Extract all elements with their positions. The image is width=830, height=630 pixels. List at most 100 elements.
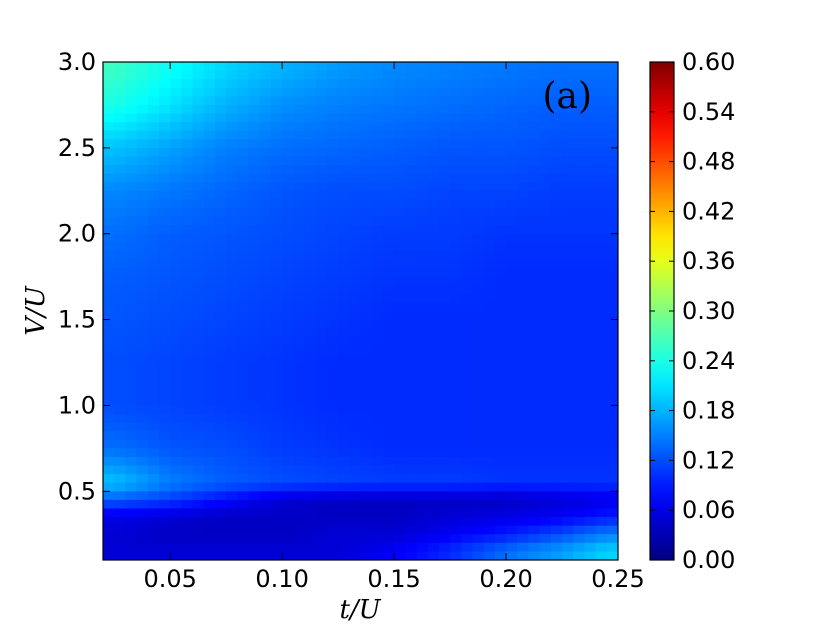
heatmap-cell bbox=[416, 259, 429, 269]
heatmap-cell bbox=[427, 165, 440, 175]
heatmap-cell bbox=[326, 551, 339, 560]
heatmap-cell bbox=[315, 130, 328, 140]
heatmap-cell bbox=[214, 474, 227, 484]
heatmap-cell bbox=[103, 405, 115, 415]
heatmap-cell bbox=[282, 525, 294, 535]
heatmap-cell bbox=[573, 70, 586, 80]
heatmap-cell bbox=[472, 517, 485, 527]
heatmap-cell bbox=[282, 104, 294, 115]
heatmap-cell bbox=[450, 250, 462, 261]
heatmap-cell bbox=[472, 268, 485, 278]
heatmap-cell bbox=[562, 87, 574, 97]
heatmap-cell bbox=[517, 130, 530, 140]
heatmap-cell bbox=[114, 250, 126, 261]
heatmap-cell bbox=[405, 388, 418, 398]
heatmap-cell bbox=[562, 302, 574, 312]
heatmap-cell bbox=[382, 508, 395, 518]
heatmap-cell bbox=[562, 79, 574, 89]
heatmap-cell bbox=[181, 551, 194, 560]
heatmap-cell bbox=[562, 353, 574, 364]
heatmap-cell bbox=[562, 517, 574, 527]
heatmap-cell bbox=[248, 122, 261, 132]
heatmap-cell bbox=[550, 79, 563, 89]
heatmap-cell bbox=[226, 104, 238, 115]
heatmap-cell bbox=[147, 379, 160, 389]
heatmap-cell bbox=[528, 328, 541, 338]
heatmap-cell bbox=[282, 139, 294, 149]
heatmap-cell bbox=[203, 190, 216, 200]
heatmap-cell bbox=[573, 242, 586, 252]
heatmap-cell bbox=[103, 491, 115, 501]
heatmap-cell bbox=[282, 474, 294, 484]
heatmap-cell bbox=[606, 465, 618, 475]
heatmap-cell bbox=[349, 328, 362, 338]
heatmap-cell bbox=[539, 328, 552, 338]
heatmap-cell bbox=[472, 388, 485, 398]
heatmap-cell bbox=[427, 336, 440, 346]
heatmap-cell bbox=[562, 534, 574, 544]
heatmap-cell bbox=[416, 96, 429, 106]
heatmap-cell bbox=[214, 302, 227, 312]
y-tick-label: 2.0 bbox=[58, 220, 96, 248]
heatmap-cell bbox=[450, 139, 462, 149]
heatmap-cell bbox=[550, 216, 563, 226]
colorbar-tick-label: 0.30 bbox=[682, 297, 735, 325]
heatmap-cell bbox=[304, 207, 317, 218]
heatmap-cell bbox=[506, 491, 518, 501]
heatmap-cell bbox=[248, 199, 261, 209]
heatmap-cell bbox=[203, 233, 216, 243]
heatmap-cell bbox=[450, 259, 462, 269]
heatmap-cell bbox=[226, 190, 238, 200]
heatmap-cell bbox=[483, 353, 496, 364]
heatmap-cell bbox=[461, 87, 474, 97]
heatmap-cell bbox=[595, 156, 608, 166]
heatmap-cell bbox=[427, 371, 440, 381]
heatmap-cell bbox=[103, 465, 115, 475]
heatmap-cell bbox=[416, 276, 429, 286]
heatmap-cell bbox=[214, 336, 227, 346]
heatmap-cell bbox=[282, 268, 294, 278]
heatmap-cell bbox=[293, 147, 306, 158]
colorbar-tick-label: 0.36 bbox=[682, 247, 735, 275]
heatmap-cell bbox=[483, 190, 496, 200]
heatmap-cell bbox=[270, 113, 283, 123]
heatmap-cell bbox=[304, 465, 317, 475]
heatmap-cell bbox=[595, 362, 608, 372]
heatmap-cell bbox=[360, 139, 373, 149]
heatmap-cell bbox=[103, 388, 115, 398]
heatmap-cell bbox=[282, 431, 294, 441]
heatmap-cell bbox=[584, 250, 597, 261]
heatmap-cell bbox=[562, 62, 574, 72]
heatmap-cell bbox=[506, 233, 518, 243]
heatmap-cell bbox=[304, 345, 317, 355]
heatmap-cell bbox=[147, 388, 160, 398]
heatmap-cell bbox=[226, 525, 238, 535]
heatmap-cell bbox=[114, 233, 126, 243]
heatmap-cell bbox=[506, 396, 518, 407]
heatmap-cell bbox=[259, 293, 272, 304]
heatmap-cell bbox=[282, 147, 294, 158]
heatmap-cell bbox=[259, 388, 272, 398]
heatmap-cell bbox=[349, 482, 362, 492]
heatmap-cell bbox=[214, 362, 227, 372]
heatmap-cell bbox=[147, 431, 160, 441]
heatmap-cell bbox=[248, 285, 261, 295]
heatmap-cell bbox=[483, 422, 496, 432]
heatmap-cell bbox=[438, 70, 451, 80]
heatmap-cell bbox=[349, 199, 362, 209]
heatmap-cell bbox=[170, 336, 182, 346]
heatmap-cell bbox=[259, 353, 272, 364]
heatmap-cell bbox=[293, 525, 306, 535]
heatmap-cell bbox=[606, 216, 618, 226]
heatmap-cell bbox=[394, 242, 406, 252]
heatmap-cell bbox=[203, 70, 216, 80]
heatmap-cell bbox=[472, 405, 485, 415]
heatmap-cell bbox=[259, 242, 272, 252]
heatmap-cell bbox=[394, 499, 406, 510]
heatmap-cell bbox=[438, 96, 451, 106]
heatmap-cell bbox=[371, 156, 384, 166]
heatmap-cell bbox=[528, 250, 541, 261]
heatmap-cell bbox=[326, 122, 339, 132]
heatmap-cell bbox=[371, 285, 384, 295]
heatmap-cell bbox=[461, 199, 474, 209]
